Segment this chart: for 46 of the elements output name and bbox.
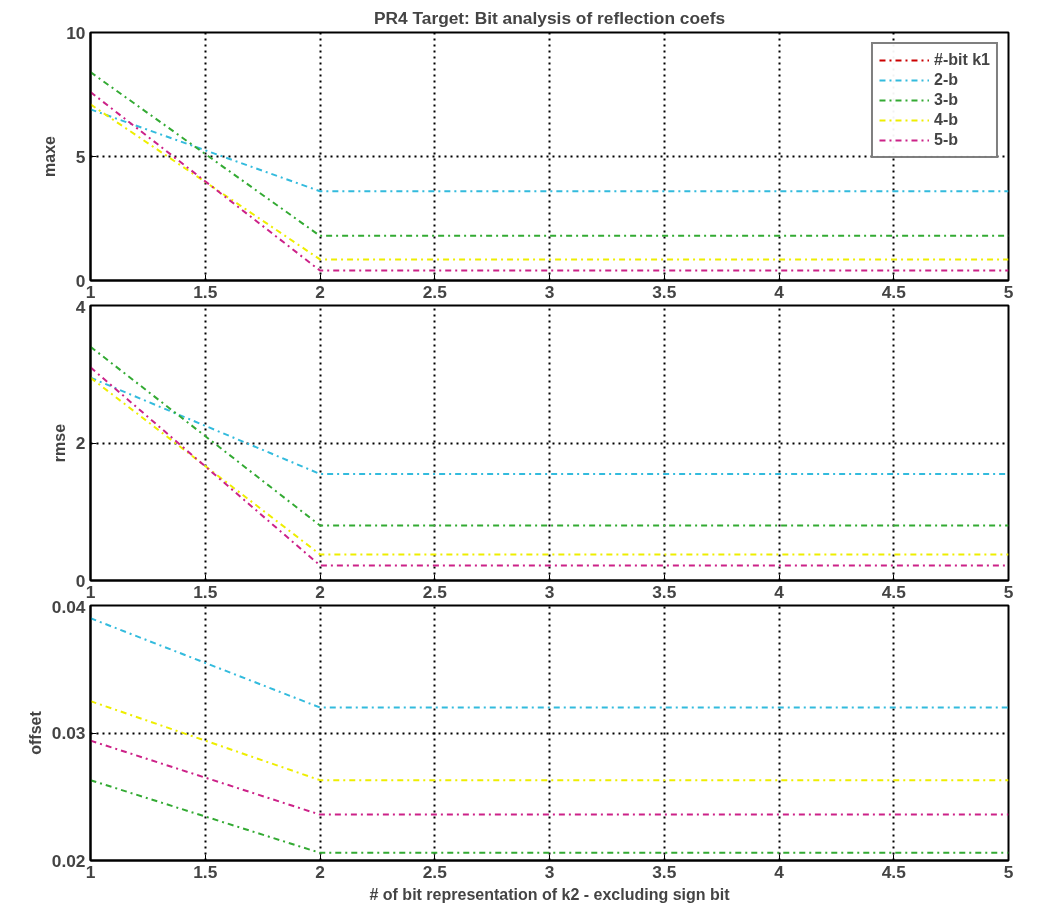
y-tick-label: 4 xyxy=(75,296,86,317)
x-tick-label: 1.5 xyxy=(193,581,218,602)
x-tick-label: 2.5 xyxy=(422,861,448,882)
legend-label: 3-b xyxy=(933,91,958,109)
x-tick-label: 4.5 xyxy=(881,861,907,882)
y-axis-title: maxe xyxy=(41,135,59,177)
x-tick-label: 3.5 xyxy=(652,861,677,882)
x-tick-label: 4.5 xyxy=(881,281,907,302)
legend-label: #-bit k1 xyxy=(933,51,990,69)
x-tick-label: 3 xyxy=(544,281,555,302)
x-tick-label: 4 xyxy=(774,861,785,882)
x-tick-label: 2 xyxy=(315,581,325,602)
y-tick-label: 0 xyxy=(75,570,86,591)
x-tick-label: 3 xyxy=(544,581,555,602)
x-tick-label: 2.5 xyxy=(422,281,448,302)
y-tick-label: 2 xyxy=(75,433,86,453)
y-tick-label: 0.02 xyxy=(51,850,86,871)
x-tick-label: 1 xyxy=(85,861,96,882)
x-tick-label: 1 xyxy=(85,581,96,602)
x-tick-label: 4 xyxy=(774,581,785,602)
y-tick-label: 10 xyxy=(66,22,86,43)
x-tick-label: 5 xyxy=(1003,281,1014,302)
x-tick-label: 5 xyxy=(1003,861,1014,882)
x-tick-label: 1 xyxy=(85,281,96,302)
x-tick-label: 3.5 xyxy=(652,581,677,602)
x-axis-title: # of bit representation of k2 - excluding sign bit xyxy=(369,885,731,903)
y-tick-label: 0.04 xyxy=(51,596,86,617)
y-axis-title: rmse xyxy=(50,423,68,463)
y-tick-label: 0 xyxy=(75,270,86,291)
legend-label: 4-b xyxy=(933,111,958,129)
legend-label: 5-b xyxy=(933,131,958,149)
x-tick-label: 1.5 xyxy=(193,281,218,302)
x-tick-label: 2.5 xyxy=(422,581,448,602)
x-tick-label: 2 xyxy=(315,861,325,882)
x-tick-label: 1.5 xyxy=(193,861,218,882)
chart-title: PR4 Target: Bit analysis of reflection coefs xyxy=(373,7,726,28)
x-tick-label: 3 xyxy=(544,861,555,882)
y-tick-label: 5 xyxy=(75,146,86,167)
x-tick-label: 4.5 xyxy=(881,581,907,602)
x-tick-label: 3.5 xyxy=(652,281,677,302)
y-axis-title: offset xyxy=(26,710,44,755)
legend-label: 2-b xyxy=(933,71,958,89)
x-tick-label: 2 xyxy=(315,281,325,302)
x-tick-label: 5 xyxy=(1003,581,1014,602)
x-tick-label: 4 xyxy=(774,281,785,302)
y-tick-label: 0.03 xyxy=(51,723,86,743)
